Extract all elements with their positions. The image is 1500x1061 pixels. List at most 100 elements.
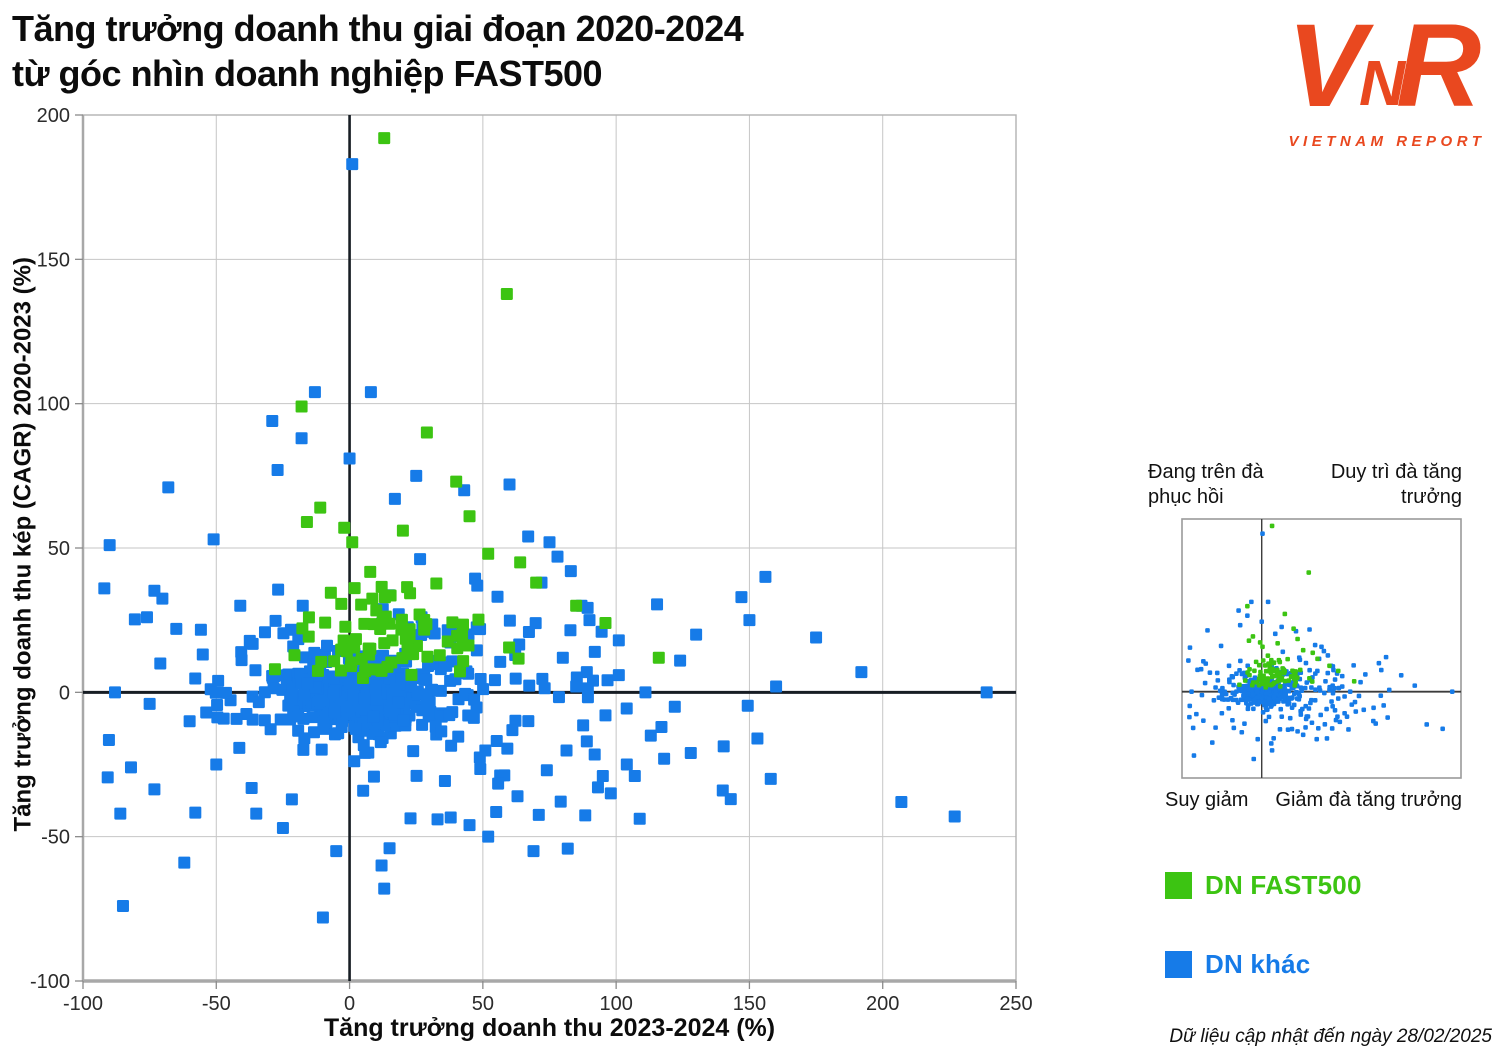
data-point bbox=[1259, 680, 1265, 686]
data-point bbox=[200, 706, 213, 719]
data-point bbox=[272, 583, 285, 596]
data-point bbox=[328, 705, 341, 718]
data-point bbox=[1278, 706, 1284, 712]
x-tick-label: 0 bbox=[344, 993, 355, 1015]
data-point bbox=[1352, 699, 1358, 705]
data-point bbox=[420, 618, 433, 631]
data-point bbox=[102, 733, 115, 746]
data-point bbox=[1339, 684, 1345, 689]
data-point bbox=[1317, 685, 1322, 690]
data-point bbox=[1242, 721, 1247, 726]
data-point bbox=[378, 882, 391, 895]
data-point bbox=[343, 452, 356, 465]
data-point bbox=[1327, 663, 1332, 669]
data-point bbox=[207, 533, 220, 546]
data-point bbox=[444, 811, 457, 824]
data-point bbox=[570, 599, 583, 612]
data-point bbox=[366, 592, 379, 605]
data-point bbox=[810, 631, 823, 644]
data-point bbox=[370, 693, 383, 706]
inset-mini-scatter-chart bbox=[1181, 518, 1462, 779]
data-point bbox=[1303, 725, 1308, 730]
data-point bbox=[1318, 712, 1324, 718]
data-point bbox=[346, 536, 359, 549]
data-point bbox=[1268, 741, 1274, 746]
quadrant-label-bottom-right: Giảm đà tăng trưởng bbox=[1275, 789, 1462, 811]
data-point bbox=[581, 601, 594, 614]
data-point bbox=[430, 577, 443, 590]
data-point bbox=[724, 793, 737, 806]
data-point bbox=[1261, 700, 1266, 705]
data-point bbox=[396, 652, 409, 665]
data-point bbox=[428, 627, 441, 640]
data-point bbox=[591, 781, 604, 794]
data-point bbox=[1322, 722, 1328, 727]
data-point bbox=[474, 763, 487, 776]
data-point bbox=[1287, 715, 1293, 721]
data-point bbox=[620, 702, 633, 715]
data-point bbox=[277, 627, 290, 640]
data-point bbox=[1250, 680, 1256, 685]
data-point bbox=[388, 492, 401, 505]
data-point bbox=[1330, 704, 1335, 709]
data-point bbox=[500, 287, 513, 300]
data-point bbox=[306, 711, 319, 724]
data-point bbox=[1211, 698, 1217, 703]
data-point bbox=[1307, 667, 1312, 673]
data-point bbox=[140, 611, 153, 624]
data-point bbox=[1271, 694, 1277, 700]
data-point bbox=[421, 650, 434, 663]
legend-label-fast500: DN FAST500 bbox=[1205, 870, 1362, 900]
data-point bbox=[1312, 697, 1318, 703]
data-point bbox=[189, 672, 202, 685]
data-point bbox=[98, 582, 111, 595]
data-point bbox=[1353, 709, 1359, 714]
data-point bbox=[324, 586, 337, 599]
data-point bbox=[211, 698, 224, 711]
data-point bbox=[490, 735, 503, 748]
data-point bbox=[367, 770, 380, 783]
data-point bbox=[599, 617, 612, 630]
data-point bbox=[335, 720, 348, 733]
data-point bbox=[743, 614, 756, 627]
data-point bbox=[316, 911, 329, 924]
data-point bbox=[196, 648, 209, 661]
data-point bbox=[154, 657, 167, 670]
data-point bbox=[1449, 689, 1455, 694]
data-point bbox=[451, 629, 464, 642]
data-point bbox=[369, 684, 382, 697]
data-point bbox=[279, 669, 292, 682]
data-point bbox=[410, 469, 423, 482]
data-point bbox=[114, 807, 127, 820]
data-point bbox=[1266, 668, 1272, 674]
main-scatter-chart: -100 -50 0 50 100 150 200 250 -100 -50 0 50 100 150 20… bbox=[30, 105, 1033, 1015]
data-point bbox=[443, 709, 456, 722]
data-point bbox=[1256, 662, 1262, 668]
data-point bbox=[116, 899, 129, 912]
data-point bbox=[467, 711, 480, 724]
data-point bbox=[1314, 736, 1320, 742]
legend-swatch-blue bbox=[1165, 951, 1192, 978]
data-point bbox=[298, 732, 311, 745]
data-point bbox=[1361, 707, 1367, 713]
data-point bbox=[1230, 717, 1235, 723]
data-point bbox=[1324, 736, 1330, 741]
data-point bbox=[1289, 696, 1294, 701]
data-point bbox=[1289, 705, 1295, 710]
data-point bbox=[189, 806, 202, 819]
data-point bbox=[1282, 678, 1288, 684]
data-point bbox=[1331, 667, 1336, 673]
data-point bbox=[494, 655, 507, 668]
data-point bbox=[552, 691, 565, 704]
data-point bbox=[604, 787, 617, 800]
data-point bbox=[620, 758, 633, 771]
y-axis-title: Tăng trưởng doanh thu kép (CAGR) 2020-20… bbox=[9, 257, 37, 832]
data-point bbox=[274, 713, 287, 726]
data-point bbox=[1282, 692, 1288, 698]
data-point bbox=[551, 550, 564, 563]
x-tick-label: 150 bbox=[733, 993, 766, 1015]
data-point bbox=[384, 704, 397, 717]
data-point bbox=[1312, 642, 1318, 648]
data-point bbox=[407, 745, 420, 758]
data-point bbox=[321, 639, 334, 652]
